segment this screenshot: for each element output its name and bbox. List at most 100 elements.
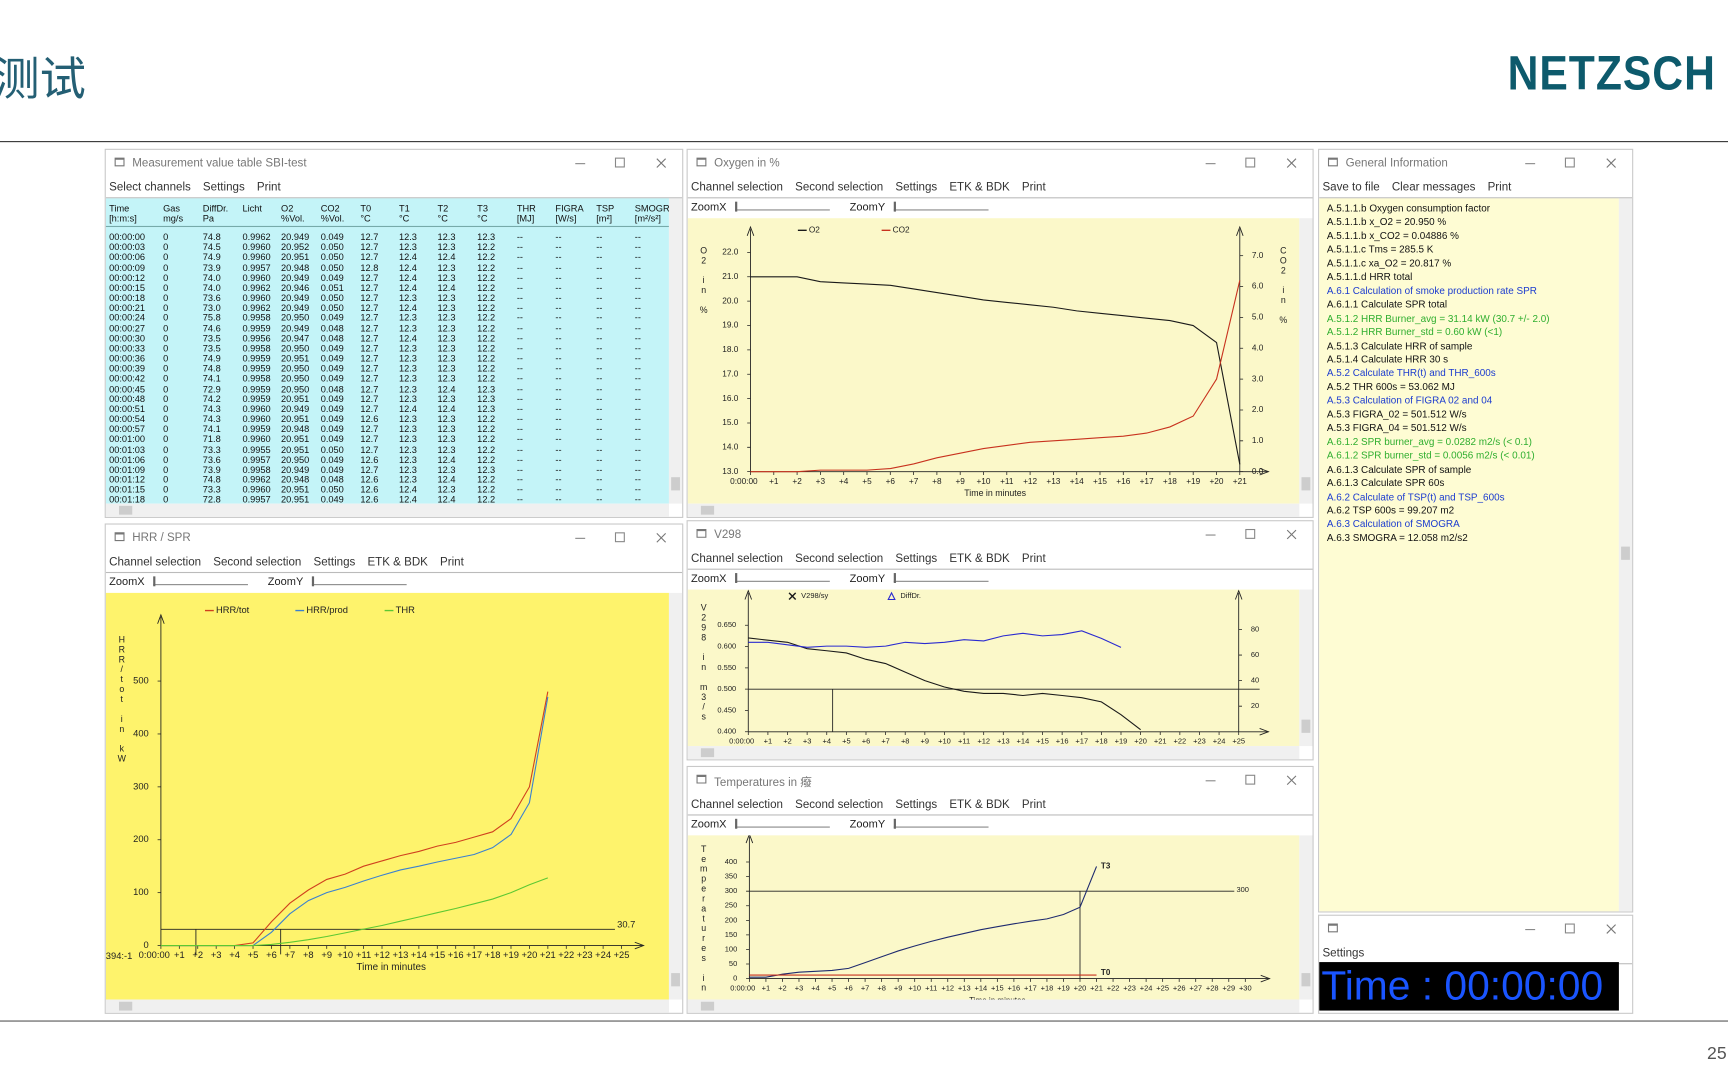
menu-item[interactable]: ETK & BDK xyxy=(949,180,1010,194)
minimize-button[interactable] xyxy=(1525,929,1536,931)
menu-item[interactable]: Settings xyxy=(1322,946,1365,960)
x-tick-label: +15 xyxy=(429,950,445,960)
maximize-button[interactable] xyxy=(1245,157,1256,168)
horizontal-scrollbar[interactable] xyxy=(687,503,1300,517)
zoom-handle[interactable] xyxy=(311,576,315,587)
menu-item[interactable]: Second selection xyxy=(795,180,884,194)
minimize-button[interactable] xyxy=(1205,163,1216,165)
menu-item[interactable]: Channel selection xyxy=(109,554,202,569)
vertical-scrollbar[interactable] xyxy=(1299,835,1313,1000)
zoom-handle[interactable] xyxy=(893,573,896,583)
table-cell: -- xyxy=(555,312,562,324)
close-button[interactable] xyxy=(656,158,667,169)
legend-label: HRR/tot xyxy=(216,605,250,615)
vertical-scrollbar[interactable] xyxy=(1299,589,1313,747)
menu-item[interactable]: Second selection xyxy=(213,554,302,569)
horizontal-scrollbar[interactable] xyxy=(687,746,1300,760)
zoom-handle[interactable] xyxy=(735,818,738,829)
close-button[interactable] xyxy=(1286,158,1297,169)
minimize-button[interactable] xyxy=(1525,163,1536,165)
zoom-slider[interactable] xyxy=(735,209,830,211)
menu-item[interactable]: Settings xyxy=(313,554,356,569)
menu-item[interactable]: Clear messages xyxy=(1391,180,1476,194)
menu-item[interactable]: Settings xyxy=(895,797,938,811)
menu-item[interactable]: Second selection xyxy=(795,551,884,565)
scroll-thumb[interactable] xyxy=(119,1001,133,1011)
close-button[interactable] xyxy=(1606,158,1617,169)
zoom-handle[interactable] xyxy=(153,576,156,587)
maximize-button[interactable] xyxy=(614,532,625,543)
table-cell: 0.049 xyxy=(320,423,344,435)
scroll-thumb[interactable] xyxy=(1301,719,1311,733)
scroll-thumb[interactable] xyxy=(671,973,680,987)
zoom-handle[interactable] xyxy=(735,573,738,583)
maximize-button[interactable] xyxy=(614,157,625,168)
x-tick-label: +3 xyxy=(816,477,826,486)
scroll-thumb[interactable] xyxy=(700,748,715,758)
menu-item[interactable]: Settings xyxy=(895,551,938,565)
scroll-thumb[interactable] xyxy=(700,1001,715,1011)
table-cell: 12.2 xyxy=(477,372,496,384)
scroll-thumb[interactable] xyxy=(119,505,133,515)
zoom-slider[interactable] xyxy=(311,584,407,586)
menu-item[interactable]: ETK & BDK xyxy=(949,551,1010,565)
menu-item[interactable]: Print xyxy=(1021,180,1046,194)
table-cell: 0 xyxy=(163,383,169,395)
menu-item[interactable]: ETK & BDK xyxy=(949,797,1010,811)
minimize-button[interactable] xyxy=(575,537,586,539)
menu-item[interactable]: Print xyxy=(1021,797,1046,811)
menu-item[interactable]: Save to file xyxy=(1322,180,1380,194)
table-cell: -- xyxy=(555,292,562,304)
horizontal-scrollbar[interactable] xyxy=(105,999,669,1013)
minimize-button[interactable] xyxy=(1205,534,1216,536)
zoom-slider[interactable] xyxy=(893,209,989,211)
zoom-handle[interactable] xyxy=(735,201,738,212)
table-cell: 0.048 xyxy=(320,383,344,395)
scroll-thumb[interactable] xyxy=(1301,973,1311,987)
column-header: FIGRA xyxy=(555,202,584,214)
maximize-button[interactable] xyxy=(1245,528,1256,539)
zoom-slider[interactable] xyxy=(893,580,989,582)
menu-item[interactable]: Select channels xyxy=(109,180,191,194)
vertical-scrollbar[interactable] xyxy=(1618,198,1633,912)
scroll-thumb[interactable] xyxy=(700,505,715,515)
table-cell: 00:00:09 xyxy=(109,261,146,273)
scroll-thumb[interactable] xyxy=(1301,477,1311,491)
y-tick-label: 21.0 xyxy=(722,272,738,281)
maximize-button[interactable] xyxy=(1564,157,1575,168)
vertical-scrollbar[interactable] xyxy=(668,592,683,1000)
close-button[interactable] xyxy=(1286,775,1297,786)
scroll-thumb[interactable] xyxy=(671,477,680,491)
maximize-button[interactable] xyxy=(1564,923,1575,934)
horizontal-scrollbar[interactable] xyxy=(687,999,1300,1013)
minimize-button[interactable] xyxy=(575,163,586,165)
menu-item[interactable]: Print xyxy=(256,180,281,194)
zoom-slider[interactable] xyxy=(735,826,830,828)
menu-item[interactable]: Channel selection xyxy=(690,551,783,565)
menu-item[interactable]: Second selection xyxy=(795,797,884,811)
maximize-button[interactable] xyxy=(1245,774,1256,785)
zoom-handle[interactable] xyxy=(893,201,896,212)
horizontal-scrollbar[interactable] xyxy=(105,503,669,517)
zoom-handle[interactable] xyxy=(893,818,896,829)
table-cell: 12.4 xyxy=(398,332,417,344)
menu-item[interactable]: Channel selection xyxy=(690,180,783,194)
menu-item[interactable]: Settings xyxy=(202,180,245,194)
menu-item[interactable]: Print xyxy=(440,554,464,569)
scroll-thumb[interactable] xyxy=(1621,546,1630,560)
menu-item[interactable]: Settings xyxy=(895,180,938,194)
minimize-button[interactable] xyxy=(1205,780,1216,782)
close-button[interactable] xyxy=(656,532,667,543)
menu-item[interactable]: Print xyxy=(1021,551,1046,565)
vertical-scrollbar[interactable] xyxy=(1299,218,1313,504)
zoom-slider[interactable] xyxy=(153,584,248,586)
menu-item[interactable]: Print xyxy=(1487,180,1512,194)
menu-item[interactable]: ETK & BDK xyxy=(367,554,428,569)
x-tick-label: +13 xyxy=(392,950,408,960)
zoom-slider[interactable] xyxy=(893,826,989,828)
close-button[interactable] xyxy=(1286,529,1297,540)
menu-item[interactable]: Channel selection xyxy=(690,797,783,811)
zoom-slider[interactable] xyxy=(735,580,830,582)
vertical-scrollbar[interactable] xyxy=(668,198,683,504)
close-button[interactable] xyxy=(1606,924,1617,935)
